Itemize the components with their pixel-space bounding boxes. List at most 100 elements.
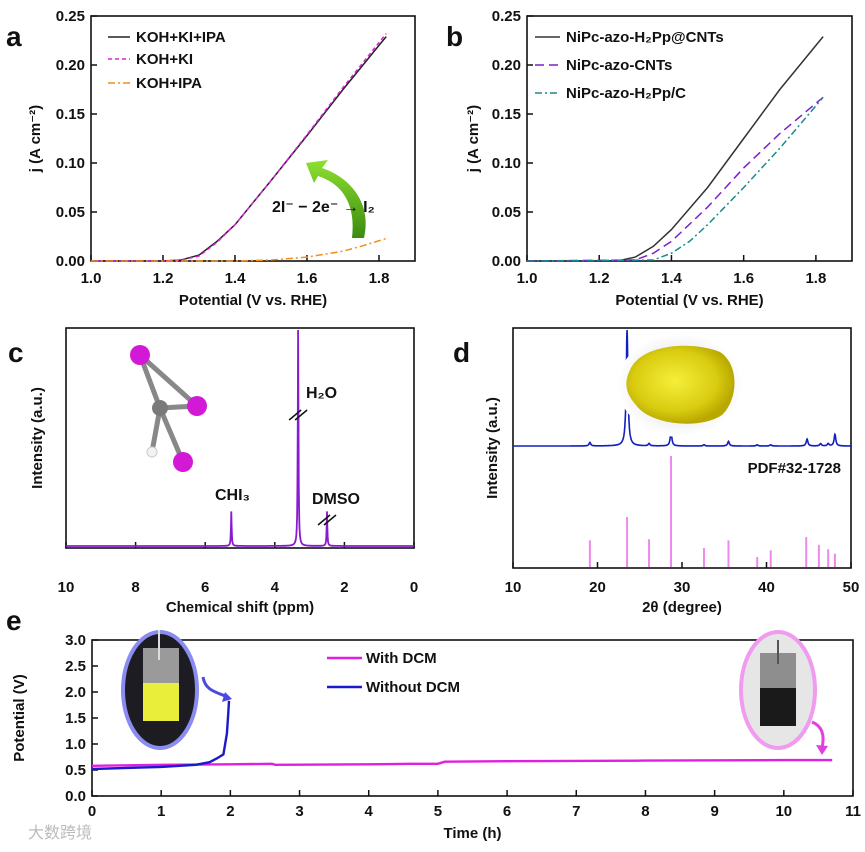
x-tick-label: 1.0 (517, 270, 538, 287)
plot-frame (66, 328, 414, 548)
iodine-atom (130, 345, 150, 365)
electrode-photo-with-dcm (741, 632, 815, 748)
legend-label: NiPc-azo-H₂Pp@CNTs (566, 29, 724, 46)
y-tick-label: 0.25 (492, 8, 521, 25)
x-tick-label: 6 (503, 803, 511, 820)
legend-label: NiPc-azo-CNTs (566, 57, 672, 74)
x-tick-label: 8 (641, 803, 649, 820)
carbon-atom (152, 400, 168, 416)
black-electrode (760, 688, 796, 726)
y-tick-label: 0.00 (56, 253, 85, 270)
y-tick-label: 2.5 (65, 658, 86, 675)
x-tick-label: 1.8 (369, 270, 390, 287)
series-line-2 (527, 97, 823, 261)
x-tick-label: 2 (340, 579, 348, 596)
x-tick-label: 2 (226, 803, 234, 820)
yellow-electrode (143, 683, 179, 721)
watermark-logo: 大数跨境 (28, 823, 92, 842)
nmr-spectrum-line (66, 330, 414, 546)
CHI3-label: CHI₃ (215, 487, 250, 504)
x-tick-label: 1.4 (225, 270, 247, 287)
legend-item: With DCM (327, 650, 437, 667)
x-tick-label: 50 (843, 579, 860, 596)
y-tick-label: 0.10 (492, 155, 521, 172)
x-tick-label: 1.2 (153, 270, 174, 287)
legend-item: KOH+KI (108, 51, 193, 68)
x-tick-label: 1.2 (589, 270, 610, 287)
y-tick-label: 3.0 (65, 632, 86, 649)
legend-label: NiPc-azo-H₂Pp/C (566, 85, 686, 102)
y-tick-label: 0.05 (492, 204, 521, 221)
x-tick-label: 10 (505, 579, 522, 596)
x-axis-title: Potential (V vs. RHE) (179, 292, 327, 309)
chi3-molecule-icon (130, 345, 207, 472)
x-tick-label: 0 (88, 803, 96, 820)
x-tick-label: 6 (201, 579, 209, 596)
x-tick-label: 1.6 (733, 270, 754, 287)
x-tick-label: 20 (589, 579, 606, 596)
x-tick-label: 1 (157, 803, 165, 820)
legend-item: NiPc-azo-CNTs (535, 57, 672, 74)
x-tick-label: 4 (271, 579, 280, 596)
y-axis-title: j (A cm⁻²) (465, 105, 482, 173)
DMSO-label: DMSO (312, 491, 360, 508)
H2O-label: H₂O (306, 385, 337, 402)
y-tick-label: 0.15 (56, 106, 85, 123)
x-tick-label: 1.6 (297, 270, 318, 287)
legend-label: KOH+KI+IPA (136, 29, 226, 46)
x-tick-label: 5 (434, 803, 442, 820)
x-axis-title: Chemical shift (ppm) (166, 599, 314, 616)
pink-arrow-icon (812, 722, 823, 748)
legend-label: KOH+KI (136, 51, 193, 68)
hydrogen-atom (147, 447, 157, 457)
x-axis-title: 2θ (degree) (642, 599, 722, 616)
panel-letter: a (6, 21, 22, 52)
legend-label: Without DCM (366, 679, 460, 696)
iodine-atom (173, 452, 193, 472)
panel-letter: c (8, 337, 24, 368)
pink-arrow-head (816, 745, 828, 755)
y-tick-label: 0.25 (56, 8, 85, 25)
x-tick-label: 4 (365, 803, 374, 820)
x-tick-label: 40 (758, 579, 775, 596)
y-tick-label: 0.10 (56, 155, 85, 172)
legend-label: With DCM (366, 650, 437, 667)
plot-frame (92, 640, 853, 796)
x-tick-label: 10 (775, 803, 792, 820)
axis-break-mark (324, 515, 336, 525)
y-axis-title: Intensity (a.u.) (29, 387, 46, 489)
y-tick-label: 0.0 (65, 788, 86, 805)
electrode-photo-without-dcm (123, 630, 197, 748)
x-tick-label: 1.8 (805, 270, 826, 287)
electrode-holder (143, 648, 179, 683)
y-tick-label: 1.5 (65, 710, 86, 727)
y-tick-label: 1.0 (65, 736, 86, 753)
iodine-atom (187, 396, 207, 416)
series-line-1 (91, 37, 386, 261)
blue-arrow-icon (203, 677, 228, 697)
y-axis-title: Potential (V) (11, 674, 28, 762)
legend-item: Without DCM (327, 679, 460, 696)
y-tick-label: 0.05 (56, 204, 85, 221)
series-line-3 (527, 97, 823, 261)
y-axis-title: j (A cm⁻²) (27, 105, 44, 173)
axis-break-mark (318, 515, 330, 525)
series-group (92, 701, 832, 769)
y-tick-label: 2.0 (65, 684, 86, 701)
x-tick-label: 10 (58, 579, 75, 596)
y-tick-label: 0.15 (492, 106, 521, 123)
y-tick-label: 0.00 (492, 253, 521, 270)
panel-letter: d (453, 337, 470, 368)
legend-item: NiPc-azo-H₂Pp/C (535, 85, 686, 102)
panel-letter: b (446, 21, 463, 52)
x-axis-title: Potential (V vs. RHE) (615, 292, 763, 309)
panel-letter: e (6, 605, 22, 636)
x-tick-label: 3 (295, 803, 303, 820)
x-tick-label: 7 (572, 803, 580, 820)
blue-arrow-head (222, 692, 232, 702)
x-tick-label: 11 (845, 803, 861, 820)
